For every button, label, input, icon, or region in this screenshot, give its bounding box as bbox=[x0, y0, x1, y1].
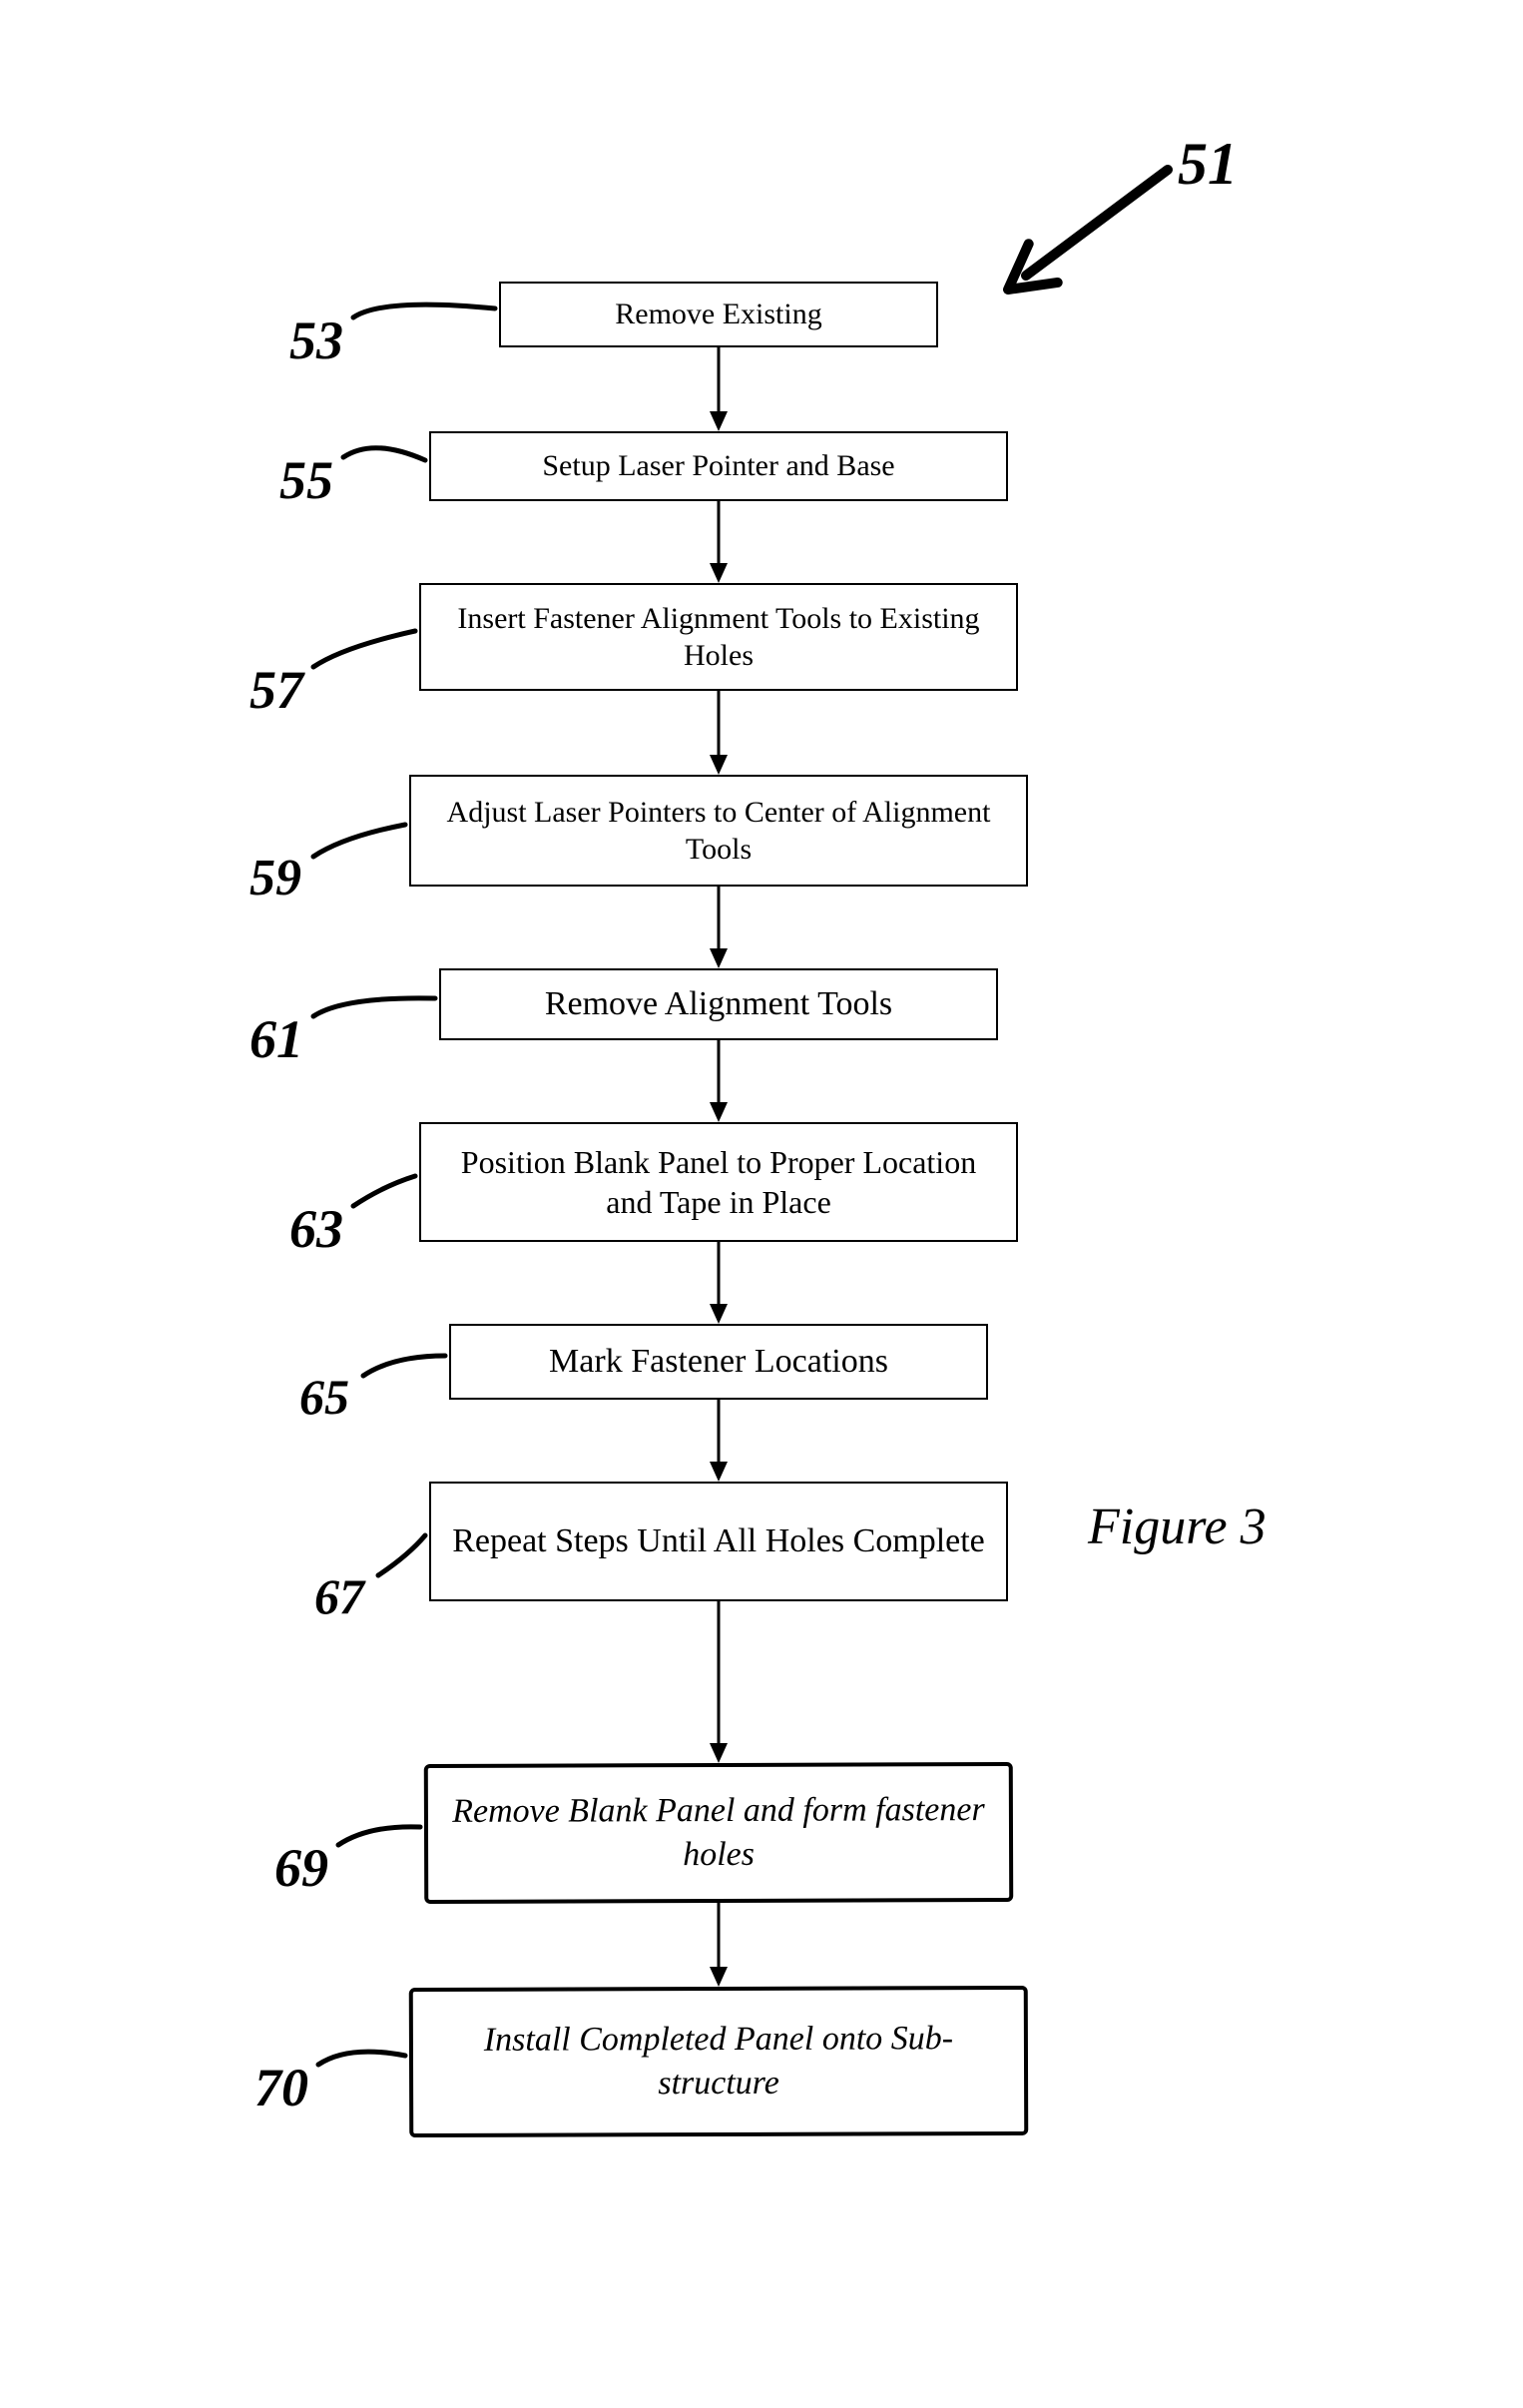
flow-node-remove-form-holes: Remove Blank Panel and form fastener hol… bbox=[424, 1762, 1013, 1904]
ref-55: 55 bbox=[279, 449, 333, 511]
flow-node-repeat: Repeat Steps Until All Holes Complete bbox=[429, 1482, 1008, 1601]
figure-caption: Figure 3 bbox=[1088, 1498, 1267, 1556]
ref-67: 67 bbox=[314, 1567, 364, 1625]
ref-59: 59 bbox=[250, 849, 301, 907]
node-text: Remove Blank Panel and form fastener hol… bbox=[444, 1788, 993, 1878]
flow-node-remove-existing: Remove Existing bbox=[499, 282, 938, 347]
node-text: Remove Existing bbox=[615, 296, 821, 333]
flow-node-install-panel: Install Completed Panel onto Sub-structu… bbox=[409, 1986, 1029, 2137]
node-text: Setup Laser Pointer and Base bbox=[542, 447, 894, 485]
ref-63: 63 bbox=[289, 1198, 343, 1260]
ref-53: 53 bbox=[289, 309, 343, 371]
ref-61: 61 bbox=[250, 1008, 303, 1070]
ref-70: 70 bbox=[254, 2057, 308, 2118]
flow-node-position-blank: Position Blank Panel to Proper Location … bbox=[419, 1122, 1018, 1242]
ref-69: 69 bbox=[274, 1837, 328, 1899]
node-text: Install Completed Panel onto Sub-structu… bbox=[429, 2017, 1008, 2107]
flow-node-mark-locations: Mark Fastener Locations bbox=[449, 1324, 988, 1400]
ref-57: 57 bbox=[250, 659, 303, 721]
flow-node-setup-laser: Setup Laser Pointer and Base bbox=[429, 431, 1008, 501]
ref-65: 65 bbox=[299, 1368, 349, 1426]
node-text: Mark Fastener Locations bbox=[549, 1341, 888, 1384]
flow-node-adjust-pointers: Adjust Laser Pointers to Center of Align… bbox=[409, 775, 1028, 887]
ref-51: 51 bbox=[1178, 130, 1238, 199]
node-text: Adjust Laser Pointers to Center of Align… bbox=[425, 794, 1012, 869]
flow-node-insert-tools: Insert Fastener Alignment Tools to Exist… bbox=[419, 583, 1018, 691]
flow-node-remove-tools: Remove Alignment Tools bbox=[439, 968, 998, 1040]
node-text: Remove Alignment Tools bbox=[545, 983, 892, 1026]
node-text: Position Blank Panel to Proper Location … bbox=[435, 1142, 1002, 1222]
node-text: Repeat Steps Until All Holes Complete bbox=[452, 1520, 985, 1563]
node-text: Insert Fastener Alignment Tools to Exist… bbox=[435, 600, 1002, 675]
